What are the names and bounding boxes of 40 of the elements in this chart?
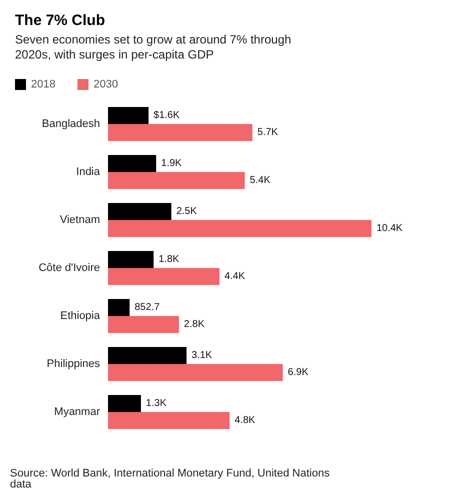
data-label: 1.9K <box>161 158 182 169</box>
y-tick-label: Côte d'Ivoire <box>38 262 100 274</box>
data-label: 10.4K <box>376 223 403 234</box>
chart-title: The 7% Club <box>15 12 106 29</box>
y-tick-label: Bangladesh <box>42 118 100 130</box>
y-tick-label: Ethiopia <box>60 310 101 322</box>
bar <box>108 172 245 189</box>
bar <box>108 364 283 381</box>
chart-subtitle: Seven economies set to grow at around 7% through 2020s, with surges in per-capita GDP <box>15 32 292 62</box>
y-tick-label: Vietnam <box>60 214 100 226</box>
data-label: 2.5K <box>176 206 198 217</box>
data-label: 6.9K <box>288 367 309 378</box>
bar <box>108 203 172 220</box>
bar <box>108 347 187 364</box>
data-label: 5.7K <box>257 127 278 138</box>
data-label: 2.8K <box>184 319 205 330</box>
bar <box>108 268 220 285</box>
bar <box>108 155 156 172</box>
bar <box>108 316 179 333</box>
data-label: 4.4K <box>224 271 246 282</box>
data-label: 3.1K <box>192 350 212 361</box>
data-label: 852.7 <box>134 302 160 313</box>
data-label: $1.6K <box>154 110 180 121</box>
bar <box>108 299 130 316</box>
bar <box>108 251 154 268</box>
data-label: 1.8K <box>158 254 180 265</box>
bar <box>108 412 230 429</box>
bar <box>108 220 372 237</box>
bar <box>108 124 252 141</box>
data-label: 1.3K <box>146 398 167 409</box>
data-label: 4.8K <box>234 415 256 426</box>
legend-label: 2030 <box>93 78 118 90</box>
y-tick-label: India <box>76 166 101 178</box>
y-tick-label: Myanmar <box>54 406 100 418</box>
source-note: Source: World Bank, International Monetary Fund, United Nations data <box>10 468 333 490</box>
data-label: 5.4K <box>250 175 271 186</box>
bar <box>108 107 149 124</box>
bar <box>108 395 141 412</box>
y-tick-label: Philippines <box>46 358 100 370</box>
legend-label: 2018 <box>31 78 56 90</box>
